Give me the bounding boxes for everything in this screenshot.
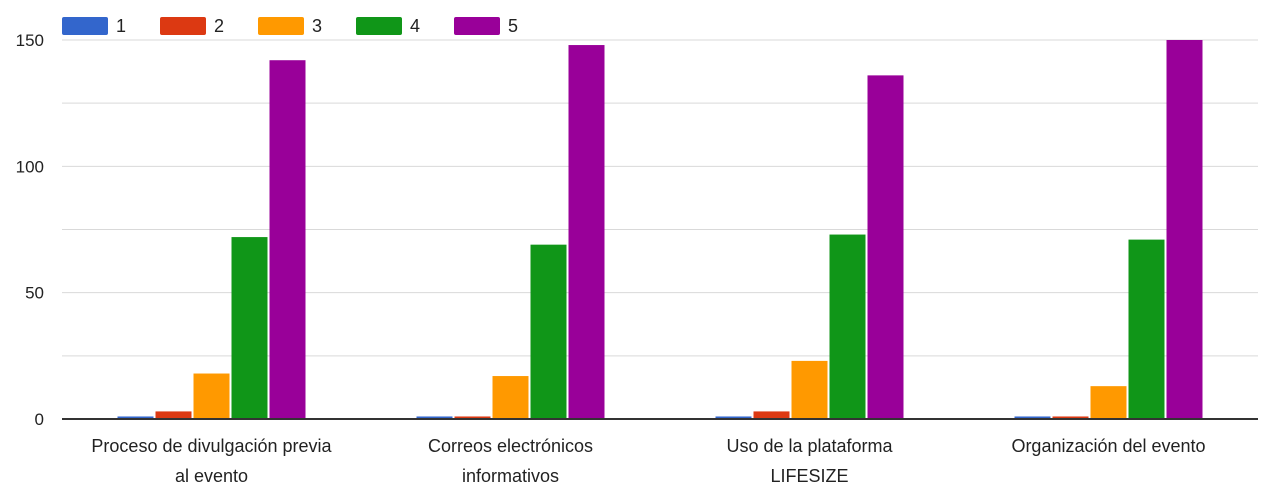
bar-series-1 — [715, 416, 752, 419]
bar-series-3 — [492, 376, 529, 419]
x-category-label-line: Proceso de divulgación previa — [91, 436, 332, 456]
x-axis-labels: Proceso de divulgación previa al evento Co… — [91, 436, 1205, 486]
legend-label: 1 — [116, 16, 126, 36]
x-category-label-line: LIFESIZE — [770, 466, 848, 486]
bar-series-4 — [1128, 239, 1165, 419]
bar-series-4 — [231, 237, 268, 419]
x-category-label-line: Uso de la plataforma — [726, 436, 893, 456]
bar-series-4 — [530, 244, 567, 419]
bar-series-2 — [454, 416, 491, 419]
bar-series-5 — [867, 75, 904, 419]
y-tick-label: 150 — [16, 31, 44, 50]
y-axis-ticks: 0 50 100 150 — [16, 31, 44, 429]
x-category-label-line: informativos — [462, 466, 559, 486]
legend-item-2[interactable]: 2 — [160, 16, 224, 36]
y-tick-label: 50 — [25, 284, 44, 303]
x-category-label: Organización del evento — [1011, 436, 1205, 456]
bar-series-3 — [791, 360, 828, 419]
bar-series-1 — [1014, 416, 1051, 419]
legend-swatch — [454, 17, 500, 35]
legend-swatch — [356, 17, 402, 35]
legend-swatch — [160, 17, 206, 35]
legend-label: 4 — [410, 16, 420, 36]
bar-series-5 — [568, 45, 605, 419]
bar-series-4 — [829, 234, 866, 419]
bar-series-1 — [117, 416, 154, 419]
x-category-label-line: Organización del evento — [1011, 436, 1205, 456]
bar-series-3 — [193, 373, 230, 419]
x-category-label: Uso de la plataforma LIFESIZE — [726, 436, 893, 486]
bar-series-2 — [753, 411, 790, 419]
legend-item-5[interactable]: 5 — [454, 16, 518, 36]
bar-series-2 — [155, 411, 192, 419]
legend-swatch — [258, 17, 304, 35]
y-tick-label: 100 — [16, 157, 44, 176]
legend-swatch — [62, 17, 108, 35]
bar-series-2 — [1052, 416, 1089, 419]
x-category-label: Correos electrónicos informativos — [428, 436, 593, 486]
bar-series-3 — [1090, 386, 1127, 419]
legend-item-3[interactable]: 3 — [258, 16, 322, 36]
x-category-label: Proceso de divulgación previa al evento — [91, 436, 332, 486]
legend-label: 2 — [214, 16, 224, 36]
legend-label: 5 — [508, 16, 518, 36]
bar-series-5 — [269, 60, 306, 420]
x-category-label-line: Correos electrónicos — [428, 436, 593, 456]
legend: 1 2 3 4 5 — [62, 16, 518, 36]
bars — [117, 40, 1203, 420]
y-tick-label: 0 — [35, 410, 44, 429]
legend-item-4[interactable]: 4 — [356, 16, 420, 36]
legend-label: 3 — [312, 16, 322, 36]
bar-series-5 — [1166, 40, 1203, 419]
bar-series-1 — [416, 416, 453, 419]
x-category-label-line: al evento — [175, 466, 248, 486]
legend-item-1[interactable]: 1 — [62, 16, 126, 36]
